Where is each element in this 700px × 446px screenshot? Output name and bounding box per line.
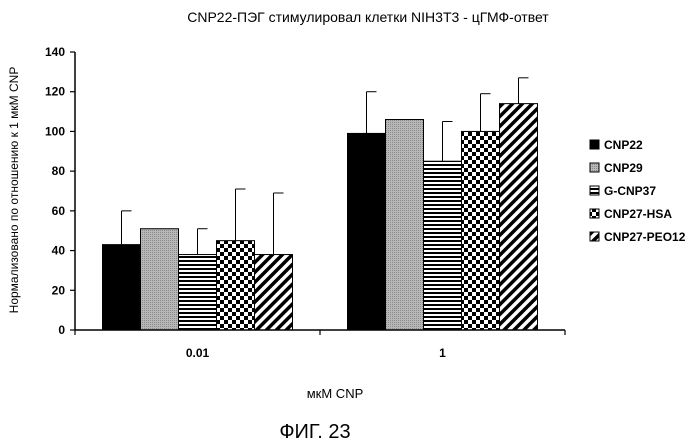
legend-swatch-g-cnp37 bbox=[590, 186, 599, 195]
legend-label-cnp27-hsa: CNP27-HSA bbox=[604, 207, 672, 221]
y-tick-label: 40 bbox=[52, 244, 66, 258]
y-tick-label: 0 bbox=[58, 323, 65, 337]
bar-cnp27-peo12-0.01 bbox=[255, 255, 293, 330]
y-axis-ticks: 0 20 40 60 80 100 120 140 bbox=[45, 45, 75, 337]
legend-swatch-cnp27-peo12 bbox=[590, 232, 599, 241]
y-axis-label: Нормализовано по отношению к 1 мкМ CNP bbox=[7, 67, 21, 314]
bar-cnp27-peo12-1 bbox=[500, 104, 538, 330]
bar-cnp22-0.01 bbox=[103, 245, 141, 330]
legend-swatch-cnp27-hsa bbox=[590, 209, 599, 218]
figure-caption: ФИГ. 23 bbox=[279, 421, 350, 443]
legend-swatch-cnp29 bbox=[590, 163, 599, 172]
bar-cnp22-1 bbox=[348, 133, 386, 330]
legend-swatch-cnp22 bbox=[590, 140, 599, 149]
bar-cnp27-hsa-1 bbox=[462, 131, 500, 330]
bar-g-cnp37-0.01 bbox=[179, 255, 217, 330]
legend-label-cnp29: CNP29 bbox=[604, 161, 643, 175]
x-tick-label: 1 bbox=[439, 346, 446, 360]
bar-g-cnp37-1 bbox=[424, 161, 462, 330]
y-tick-label: 140 bbox=[45, 45, 65, 59]
bars bbox=[103, 104, 538, 330]
x-axis-ticks: 0.01 1 bbox=[75, 330, 565, 360]
legend-label-g-cnp37: G-CNP37 bbox=[604, 184, 656, 198]
x-tick-label: 0.01 bbox=[186, 346, 210, 360]
y-tick-label: 60 bbox=[52, 204, 66, 218]
chart-title: CNP22-ПЭГ стимулировал клетки NIH3T3 - ц… bbox=[187, 9, 549, 25]
bar-cnp27-hsa-0.01 bbox=[217, 241, 255, 330]
bar-cnp29-1 bbox=[386, 120, 424, 330]
legend-label-cnp27-peo12: CNP27-PEO12 bbox=[604, 230, 686, 244]
bar-cnp29-0.01 bbox=[141, 229, 179, 330]
y-tick-label: 20 bbox=[52, 283, 66, 297]
x-axis-label: мкМ CNP bbox=[307, 386, 364, 401]
legend: CNP22 CNP29 G-CNP37 CNP27-HSA CNP27-PEO12 bbox=[590, 138, 686, 244]
y-tick-label: 120 bbox=[45, 85, 65, 99]
y-tick-label: 80 bbox=[52, 164, 66, 178]
legend-label-cnp22: CNP22 bbox=[604, 138, 643, 152]
y-tick-label: 100 bbox=[45, 124, 65, 138]
